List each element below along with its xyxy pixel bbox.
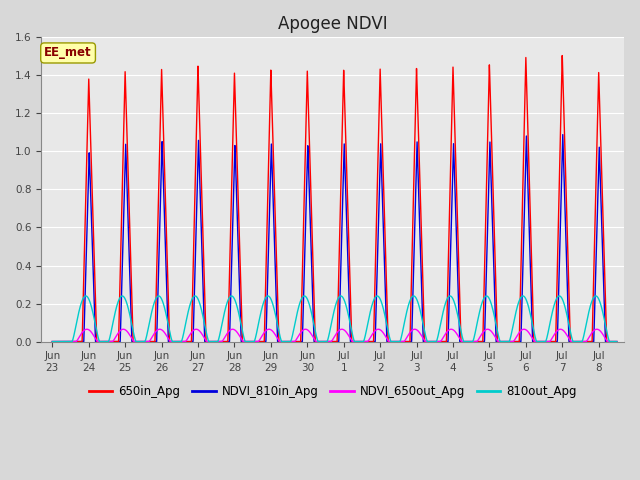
Legend: 650in_Apg, NDVI_810in_Apg, NDVI_650out_Apg, 810out_Apg: 650in_Apg, NDVI_810in_Apg, NDVI_650out_A… — [84, 380, 582, 403]
Title: Apogee NDVI: Apogee NDVI — [278, 15, 388, 33]
Text: EE_met: EE_met — [44, 47, 92, 60]
